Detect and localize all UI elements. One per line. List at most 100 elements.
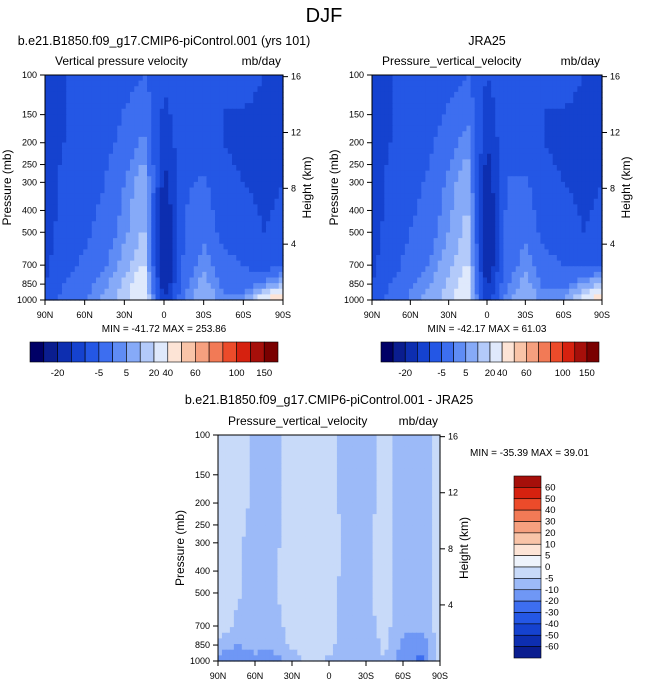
field-cell xyxy=(83,181,89,189)
field-cell xyxy=(532,294,537,301)
field-cell xyxy=(445,271,451,279)
field-cell xyxy=(142,120,148,127)
field-cell xyxy=(408,114,414,121)
field-cell xyxy=(597,271,603,279)
field-cell xyxy=(482,86,488,93)
field-cell xyxy=(450,193,455,200)
field-cell xyxy=(577,153,583,160)
field-cell xyxy=(597,91,603,99)
field-cell xyxy=(134,153,140,160)
field-cell xyxy=(569,131,574,138)
field-cell xyxy=(240,288,246,295)
field-cell xyxy=(253,260,259,267)
field-cell xyxy=(523,215,529,222)
field-cell xyxy=(198,193,203,200)
field-cell xyxy=(487,75,492,82)
field-cell xyxy=(113,165,118,172)
field-cell xyxy=(206,131,212,138)
field-cell xyxy=(519,148,525,155)
field-cell xyxy=(519,198,525,205)
field-cell xyxy=(240,294,246,301)
field-cell xyxy=(585,238,591,245)
field-cell xyxy=(396,91,402,99)
field-cell xyxy=(536,142,541,149)
field-cell xyxy=(569,165,574,172)
field-cell xyxy=(261,193,267,200)
field-cell xyxy=(400,176,406,183)
field-cell xyxy=(74,80,80,87)
field-cell xyxy=(142,148,148,155)
field-cell xyxy=(193,97,199,104)
field-cell xyxy=(466,277,472,284)
field-cell xyxy=(278,221,284,228)
field-cell xyxy=(125,193,131,200)
field-cell xyxy=(507,80,513,87)
field-cell xyxy=(108,238,114,245)
field-cell xyxy=(206,187,212,194)
field-cell xyxy=(261,468,267,476)
field-cell xyxy=(159,204,165,211)
field-cell xyxy=(491,165,496,172)
field-cell xyxy=(53,294,59,301)
field-cell xyxy=(462,193,468,200)
field-cell xyxy=(503,120,509,127)
field-cell xyxy=(130,271,135,279)
field-cell xyxy=(45,283,50,290)
field-cell xyxy=(108,86,114,93)
field-cell xyxy=(100,165,106,172)
field-cell xyxy=(384,226,390,234)
field-cell xyxy=(372,271,377,279)
field-cell xyxy=(87,210,93,217)
field-cell xyxy=(519,221,525,228)
field-cell xyxy=(552,232,558,239)
field-cell xyxy=(134,91,140,99)
field-cell xyxy=(130,114,135,121)
field-cell xyxy=(74,108,80,115)
field-cell xyxy=(458,136,463,144)
field-cell xyxy=(325,463,330,470)
field-cell xyxy=(185,266,191,273)
field-cell xyxy=(301,474,306,481)
field-cell xyxy=(100,91,106,99)
field-cell xyxy=(266,80,271,87)
field-cell xyxy=(261,142,267,149)
field-cell xyxy=(138,204,144,211)
field-cell xyxy=(388,266,394,273)
field-cell xyxy=(482,108,488,115)
field-cell xyxy=(560,221,566,228)
field-cell xyxy=(536,198,541,205)
field-cell xyxy=(83,277,89,284)
field-cell xyxy=(515,221,521,228)
field-cell xyxy=(83,80,89,87)
field-cell xyxy=(515,159,521,166)
field-cell xyxy=(499,288,505,295)
field-cell xyxy=(138,125,144,132)
field-cell xyxy=(515,97,521,104)
field-cell xyxy=(511,91,517,99)
field-cell xyxy=(45,136,50,144)
field-cell xyxy=(181,198,186,205)
field-cell xyxy=(202,148,208,155)
field-cell xyxy=(53,103,59,110)
field-cell xyxy=(368,457,374,464)
field-cell xyxy=(249,108,254,115)
field-cell xyxy=(125,181,131,189)
field-cell xyxy=(185,176,191,183)
field-cell xyxy=(384,114,390,121)
field-cell xyxy=(445,283,451,290)
field-cell xyxy=(445,148,451,155)
field-cell xyxy=(528,97,533,104)
field-cell xyxy=(495,136,500,144)
field-cell xyxy=(151,255,157,262)
field-cell xyxy=(70,176,76,183)
field-cell xyxy=(121,86,127,93)
field-cell xyxy=(49,170,55,177)
field-cell xyxy=(560,103,566,110)
field-cell xyxy=(159,277,165,284)
field-cell xyxy=(424,451,429,459)
field-cell xyxy=(121,120,127,127)
field-cell xyxy=(134,288,140,295)
field-cell xyxy=(503,215,509,222)
field-cell xyxy=(57,103,63,110)
field-cell xyxy=(70,271,76,279)
